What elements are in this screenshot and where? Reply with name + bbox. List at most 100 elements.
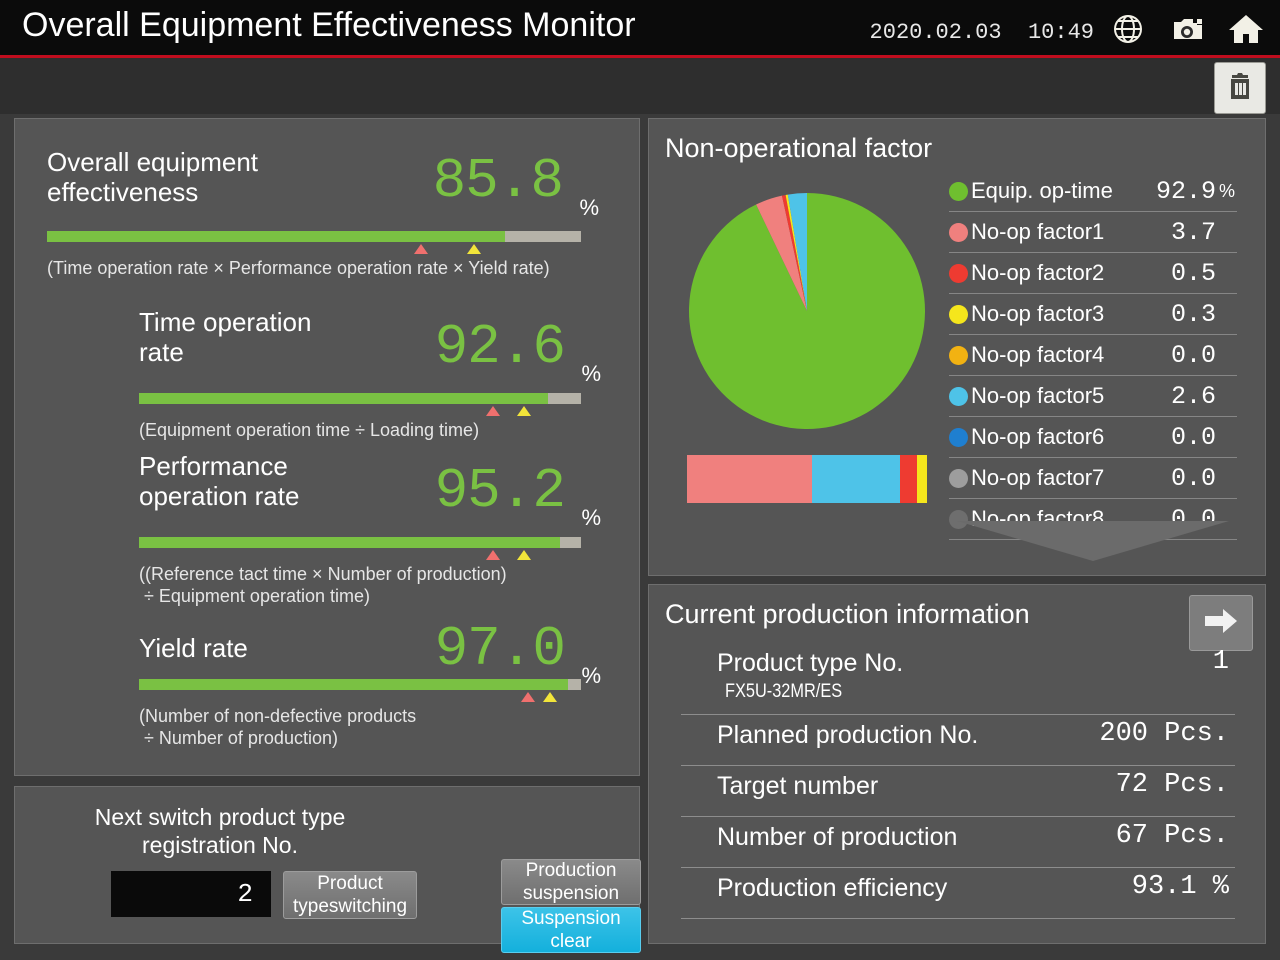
- gauge-marker-yellow: [516, 406, 531, 416]
- production-row-value: 1: [1212, 647, 1229, 677]
- gauge-bar-fill: [139, 393, 549, 404]
- legend-row[interactable]: No-op factor7 0.0: [949, 458, 1237, 499]
- gauge-bar: [139, 679, 581, 690]
- datetime-display: 2020.02.03 10:49: [870, 20, 1094, 45]
- legend-color-dot: [949, 509, 968, 529]
- gauge-value: 97.0: [434, 617, 566, 681]
- globe-icon[interactable]: [1108, 10, 1148, 48]
- gauge-marker-red: [413, 244, 428, 254]
- legend-row[interactable]: Equip. op-time 92.9%: [949, 171, 1237, 212]
- gauge-unit: %: [579, 195, 599, 220]
- legend-row[interactable]: No-op factor6 0.0: [949, 417, 1237, 458]
- production-suspension-button[interactable]: Production suspension: [501, 859, 641, 905]
- scroll-down-indicator[interactable]: [949, 519, 1237, 563]
- gauge-bar: [139, 537, 581, 548]
- product-model-text: FX5U-32MR/ES: [725, 681, 843, 702]
- legend-color-dot: [949, 468, 968, 488]
- production-row: Production efficiency 93.1 %: [681, 868, 1235, 919]
- legend-color-dot: [949, 304, 968, 324]
- legend-label: No-op factor3: [971, 301, 1105, 326]
- production-panel-title: Current production information: [665, 599, 1030, 629]
- gauge-bar-fill: [139, 679, 568, 690]
- production-row-value: 72 Pcs.: [1115, 770, 1229, 800]
- legend-label: No-op factor1: [971, 219, 1105, 244]
- product-type-switching-button[interactable]: Product typeswitching: [283, 871, 417, 919]
- gauge-formula: (Number of non-defective products ÷ Numb…: [139, 706, 417, 748]
- gauge-bar: [47, 231, 581, 242]
- gauge-unit: %: [581, 361, 601, 386]
- time-text: 10:49: [1027, 20, 1094, 45]
- page-title: Overall Equipment Effectiveness Monitor: [22, 6, 636, 44]
- legend-color-dot: [949, 386, 968, 406]
- legend-value: 0.0: [1170, 340, 1216, 370]
- legend-row[interactable]: No-op factor1 3.7: [949, 212, 1237, 253]
- production-row-label: Product type No.: [717, 649, 904, 677]
- production-row-value: 200 Pcs.: [1099, 719, 1229, 749]
- stacked-bar-segment: [812, 455, 900, 503]
- registration-no-input[interactable]: 2: [111, 871, 271, 917]
- suspension-clear-button[interactable]: Suspension clear: [501, 907, 641, 953]
- stacked-bar-segment: [687, 455, 813, 503]
- legend-row[interactable]: No-op factor4 0.0: [949, 335, 1237, 376]
- legend-label: No-op factor5: [971, 383, 1105, 408]
- arrow-right-icon: [1201, 605, 1241, 642]
- date-text: 2020.02.03: [869, 20, 1002, 45]
- delete-button[interactable]: [1214, 62, 1266, 114]
- production-row-label: Target number: [717, 772, 879, 800]
- stacked-bar-segment: [916, 455, 927, 503]
- legend-label: No-op factor7: [971, 465, 1105, 490]
- legend-row[interactable]: No-op factor5 2.6: [949, 376, 1237, 417]
- legend-row[interactable]: No-op factor3 0.3: [949, 294, 1237, 335]
- production-row-label: Planned production No.: [717, 721, 979, 749]
- product-switch-panel: Next switch product type registration No…: [14, 786, 641, 953]
- nonop-panel-title: Non-operational factor: [665, 133, 933, 163]
- gauge-marker-yellow: [467, 244, 482, 254]
- trash-icon: [1224, 70, 1256, 107]
- pie-slice: [781, 194, 807, 311]
- legend-label: No-op factor2: [971, 260, 1105, 285]
- stacked-bar-segment: [899, 455, 917, 503]
- legend-label: Equip. op-time: [971, 178, 1113, 203]
- gauge-formula: (Time operation rate × Performance opera…: [47, 258, 550, 278]
- legend-color-dot: [949, 181, 968, 201]
- toolbar: [0, 58, 1280, 114]
- gauge-unit: %: [581, 663, 601, 688]
- nonop-pie-chart: [689, 193, 925, 429]
- nonop-stacked-bar: [687, 455, 927, 503]
- gauge-label: Time operation rate: [139, 307, 312, 367]
- legend-label: No-op factor6: [971, 424, 1105, 449]
- gauge-marker-red: [485, 406, 500, 416]
- pie-slice: [787, 193, 807, 311]
- legend-color-dot: [949, 263, 968, 283]
- legend-color-dot: [949, 427, 968, 447]
- gauge-marker-red: [520, 692, 535, 702]
- gauge-value: 92.6: [434, 315, 566, 379]
- home-icon[interactable]: [1226, 10, 1266, 48]
- production-row: Number of production 67 Pcs.: [681, 817, 1235, 868]
- gauge-formula: (Equipment operation time ÷ Loading time…: [139, 420, 480, 440]
- production-row: Target number 72 Pcs.: [681, 766, 1235, 817]
- legend-value: 3.7: [1170, 217, 1216, 247]
- gauge-marker-yellow: [543, 692, 558, 702]
- production-row-value: 67 Pcs.: [1115, 821, 1229, 851]
- camera-icon[interactable]: [1168, 10, 1208, 48]
- production-row-value: 93.1 %: [1131, 872, 1229, 902]
- legend-row[interactable]: No-op factor2 0.5: [949, 253, 1237, 294]
- legend-value: 0.3: [1170, 299, 1216, 329]
- current-production-panel: Current production information Product t…: [648, 584, 1266, 944]
- legend-value: 2.6: [1170, 381, 1216, 411]
- gauge-label: Yield rate: [139, 633, 248, 663]
- production-rows: Product type No. FX5U-32MR/ES 1 Planned pro…: [681, 643, 1235, 919]
- pie-slice: [785, 194, 807, 311]
- title-bar: Overall Equipment Effectiveness Monitor …: [0, 0, 1280, 58]
- next-page-button[interactable]: [1189, 595, 1253, 651]
- legend-value: 0.5: [1170, 258, 1216, 288]
- gauge-bar-fill: [139, 537, 560, 548]
- non-operational-factor-panel: Non-operational factor Equip. op-time 92.…: [648, 118, 1266, 576]
- production-row: Product type No. FX5U-32MR/ES 1: [681, 643, 1235, 715]
- gauge-unit: %: [581, 505, 601, 530]
- gauge-bar-fill: [47, 231, 506, 242]
- oee-panel: Overall equipment effectiveness 85.8 % (…: [14, 118, 640, 776]
- legend-unit: %: [1219, 180, 1236, 201]
- switch-panel-label: Next switch product type registration No…: [94, 804, 346, 858]
